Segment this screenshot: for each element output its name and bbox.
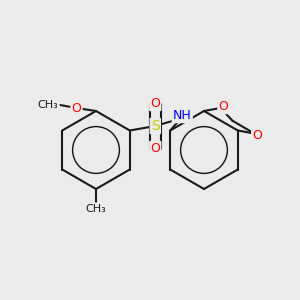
- Text: O: O: [72, 101, 81, 115]
- Text: O: O: [252, 128, 262, 142]
- Text: S: S: [151, 119, 160, 133]
- Text: O: O: [219, 100, 228, 113]
- Text: O: O: [150, 97, 160, 110]
- Text: NH: NH: [173, 109, 192, 122]
- Text: CH₃: CH₃: [85, 203, 106, 214]
- Text: O: O: [150, 142, 160, 155]
- Text: CH₃: CH₃: [38, 100, 58, 110]
